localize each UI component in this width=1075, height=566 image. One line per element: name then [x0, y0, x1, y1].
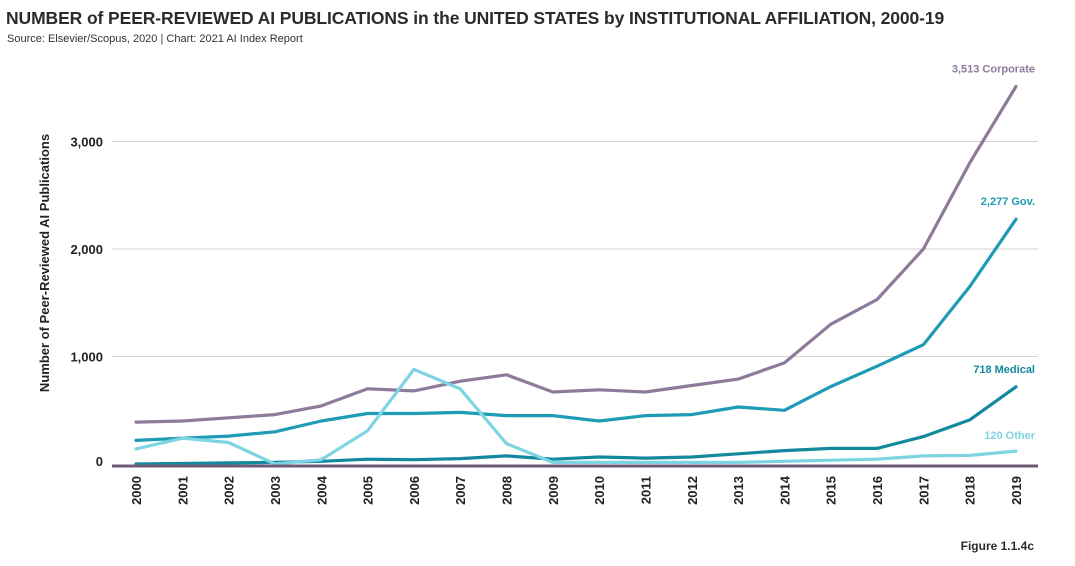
x-tick-label: 2000 [129, 476, 144, 505]
x-tick-label: 2006 [407, 476, 422, 505]
x-tick-label: 2016 [870, 476, 885, 505]
y-axis-label: Number of Peer-Reviewed AI Publications [37, 134, 52, 392]
x-tick-label: 2011 [638, 476, 653, 504]
x-tick-label: 2004 [314, 475, 329, 505]
y-tick-label: 1,000 [70, 350, 103, 365]
series-line [134, 385, 1018, 466]
series-end-label: 2,277 Gov. [981, 196, 1035, 208]
x-tick-label: 2008 [500, 476, 515, 505]
x-tick-label: 2001 [175, 476, 190, 505]
series-end-label: 3,513 Corporate [952, 63, 1035, 75]
series-end-labels: 3,513 Corporate 2,277 Gov. 718 Medical 120 … [952, 63, 1036, 442]
x-tick-label: 2007 [453, 476, 468, 505]
x-tick-label: 2018 [963, 476, 978, 505]
series-line [134, 217, 1018, 442]
x-tick-label: 2013 [731, 476, 746, 505]
x-tick-label: 2002 [222, 476, 237, 505]
y-tick-label: 0 [96, 454, 103, 469]
series-line [134, 367, 1018, 466]
series-corporate [134, 84, 1018, 424]
gridlines [112, 141, 1038, 357]
x-tick-label: 2012 [685, 476, 700, 505]
figure-label: Figure 1.1.4c [960, 539, 1034, 553]
x-tick-label: 2014 [777, 475, 792, 505]
series-line [134, 84, 1018, 424]
chart-source: Source: Elsevier/Scopus, 2020 | Chart: 2… [7, 33, 303, 45]
x-tick-label: 2009 [546, 476, 561, 505]
x-tick-label: 2019 [1009, 476, 1024, 505]
series-gov [134, 217, 1018, 442]
series-other [134, 367, 1018, 466]
y-tick-label: 2,000 [70, 242, 103, 257]
series-medical [134, 385, 1018, 466]
chart-title: NUMBER of PEER-REVIEWED AI PUBLICATIONS … [6, 8, 945, 28]
x-tick-label: 2005 [361, 476, 376, 505]
x-tick-label: 2010 [592, 476, 607, 505]
x-tick-label: 2015 [824, 476, 839, 505]
y-axis-ticks: 0 1,000 2,000 3,000 [70, 135, 103, 470]
x-tick-label: 2017 [916, 476, 931, 505]
x-tick-label: 2003 [268, 476, 283, 505]
series-lines [134, 84, 1018, 466]
series-end-label: 718 Medical [973, 364, 1035, 376]
x-axis-ticks: 2000 2001 2002 2003 2004 2005 2006 2007 2008 2009… [129, 475, 1024, 505]
series-end-label: 120 Other [984, 430, 1035, 442]
y-tick-label: 3,000 [70, 135, 103, 150]
